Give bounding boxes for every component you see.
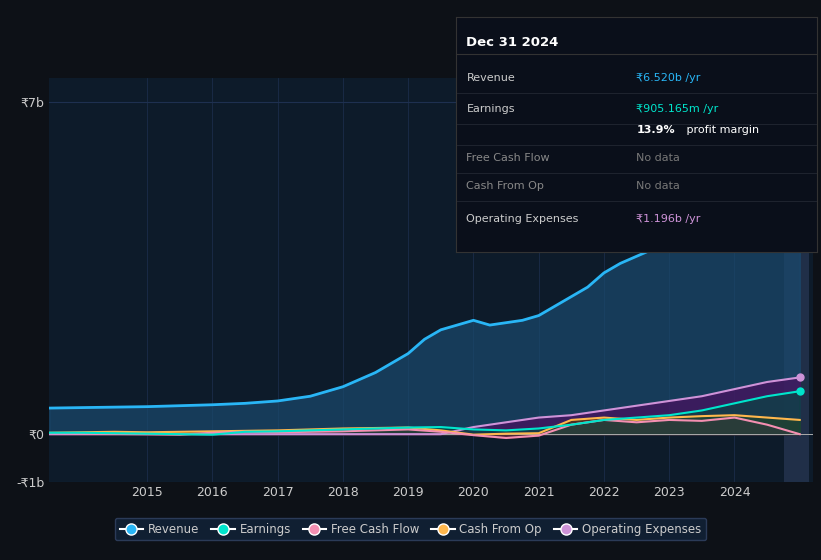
Text: Revenue: Revenue (466, 73, 516, 83)
Text: profit margin: profit margin (683, 125, 759, 135)
Text: Cash From Op: Cash From Op (466, 181, 544, 191)
Text: 13.9%: 13.9% (636, 125, 675, 135)
Text: Operating Expenses: Operating Expenses (466, 214, 579, 224)
Text: Free Cash Flow: Free Cash Flow (466, 153, 550, 163)
Text: ₹1.196b /yr: ₹1.196b /yr (636, 214, 700, 224)
Text: No data: No data (636, 153, 680, 163)
Legend: Revenue, Earnings, Free Cash Flow, Cash From Op, Operating Expenses: Revenue, Earnings, Free Cash Flow, Cash … (115, 518, 706, 540)
Text: Dec 31 2024: Dec 31 2024 (466, 36, 559, 49)
Text: ₹905.165m /yr: ₹905.165m /yr (636, 104, 718, 114)
Text: No data: No data (636, 181, 680, 191)
Text: Earnings: Earnings (466, 104, 515, 114)
Text: ₹6.520b /yr: ₹6.520b /yr (636, 73, 700, 83)
